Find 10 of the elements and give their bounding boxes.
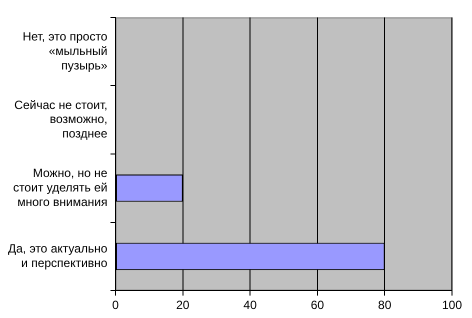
x-tick-label: 0 (112, 298, 120, 312)
y-tick-label: Сейчас не стоит, возможно, позднее (14, 98, 108, 141)
y-tick-label: Можно, но не стоит уделять ей много внимания (13, 166, 108, 209)
x-tick-label: 40 (243, 298, 258, 312)
x-tick-label: 60 (310, 298, 324, 312)
x-tick-label: 80 (378, 298, 392, 312)
x-tick-label: 100 (442, 298, 462, 312)
x-tick-label: 20 (176, 298, 190, 312)
y-tick-label: Нет, это просто «мыльный пузырь» (22, 29, 108, 72)
y-tick-label: Да, это актуально и перспективно (8, 242, 108, 270)
